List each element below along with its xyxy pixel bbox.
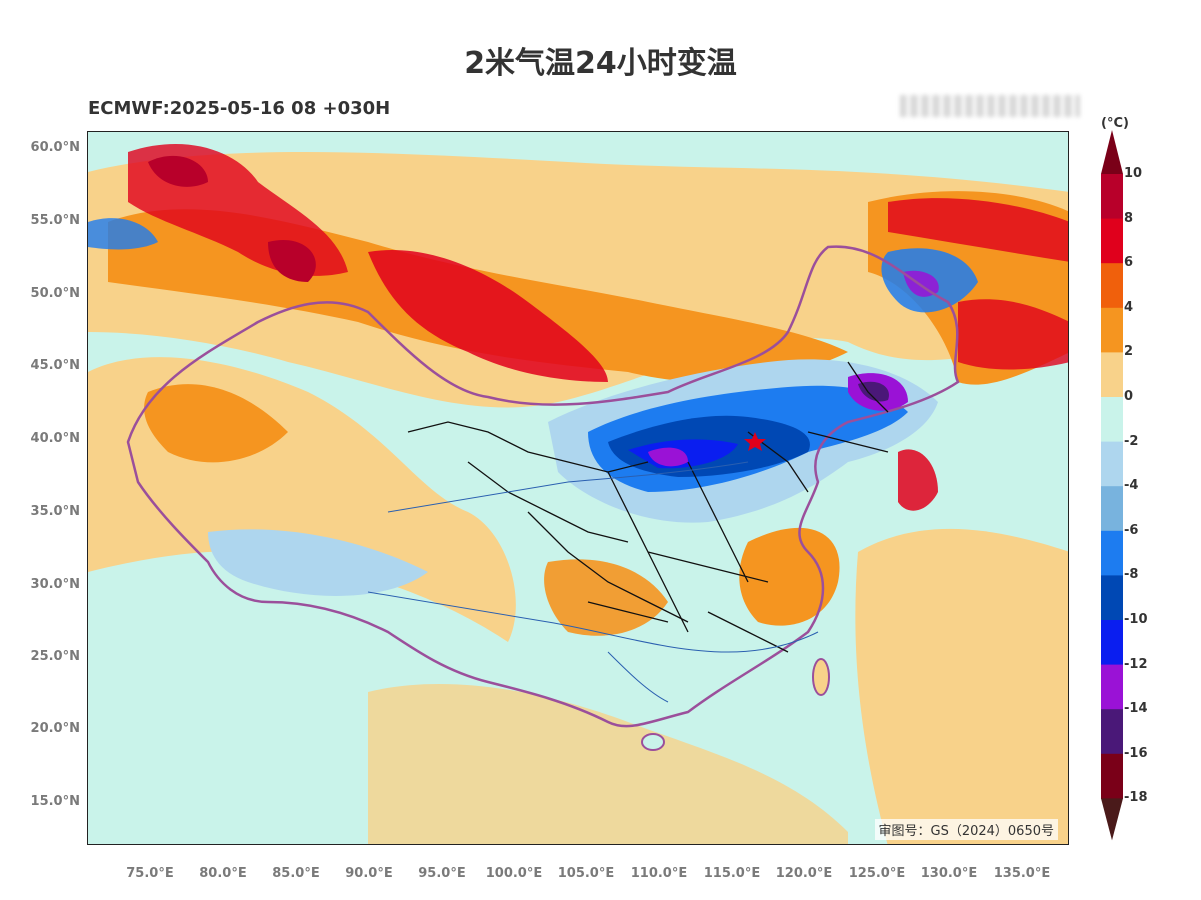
colorbar-tick-label: 6 xyxy=(1124,255,1134,271)
capital-star-icon xyxy=(744,432,766,451)
lon-label: 80.0°E xyxy=(199,866,247,881)
colorbar-unit: (°C) xyxy=(1101,116,1129,131)
field-warm-north xyxy=(88,152,1068,408)
colorbar-tick-label: 2 xyxy=(1124,344,1134,360)
colorbar-bottom-arrow xyxy=(1101,798,1123,841)
lat-label: 60.0°N xyxy=(30,140,80,155)
colorbar-tick-label: -18 xyxy=(1124,790,1148,806)
lon-label: 135.0°E xyxy=(993,866,1051,881)
field-red-yellow-sea xyxy=(898,449,938,511)
china-border xyxy=(126,245,960,728)
field-purple-core-1 xyxy=(648,447,688,467)
model-run-label: ECMWF:2025-05-16 08 +030H xyxy=(88,98,391,119)
field-orange-southeast xyxy=(739,527,840,626)
lon-label: 95.0°E xyxy=(418,866,466,881)
field-cool-west xyxy=(88,218,158,250)
blurred-label xyxy=(900,95,1080,117)
lon-label: 125.0°E xyxy=(848,866,906,881)
colorbar-segment xyxy=(1101,664,1123,710)
field-darkred-northwest xyxy=(148,155,208,187)
lat-label: 45.0°N xyxy=(30,358,80,373)
colorbar-tick-label: -4 xyxy=(1124,478,1139,494)
lon-label: 100.0°E xyxy=(485,866,543,881)
colorbar-segment xyxy=(1101,620,1123,666)
lat-label: 20.0°N xyxy=(30,721,80,736)
colorbar-tick-label: -10 xyxy=(1124,612,1148,627)
lat-label: 35.0°N xyxy=(30,504,80,519)
colorbar-tick-label: 0 xyxy=(1124,389,1134,404)
colorbar-tick-label: -6 xyxy=(1124,522,1139,538)
colorbar-segment xyxy=(1101,174,1123,220)
province-lines xyxy=(407,361,889,653)
lat-label: 25.0°N xyxy=(30,649,80,664)
lon-label: 130.0°E xyxy=(920,866,978,881)
colorbar-segment xyxy=(1101,753,1123,799)
lon-label: 90.0°E xyxy=(345,866,393,881)
temperature-change-map xyxy=(88,132,1068,844)
colorbar-tick-label: -12 xyxy=(1124,656,1148,672)
colorbar-segment xyxy=(1101,709,1123,755)
rivers xyxy=(367,461,819,703)
colorbar-segment xyxy=(1101,352,1123,398)
lon-label: 105.0°E xyxy=(557,866,615,881)
lon-label: 110.0°E xyxy=(630,866,688,881)
colorbar-segment xyxy=(1101,397,1123,443)
colorbar-segment xyxy=(1101,486,1123,532)
lon-label: 75.0°E xyxy=(126,866,174,881)
field-darkpurple-core xyxy=(858,381,889,402)
lat-label: 50.0°N xyxy=(30,286,80,301)
chart-title: 2米气温24小时变温 xyxy=(464,46,737,81)
lat-label: 55.0°N xyxy=(30,213,80,228)
colorbar xyxy=(1101,130,1123,841)
field-darkred-mongolia xyxy=(268,240,316,282)
field-red-north-central xyxy=(368,250,608,382)
colorbar-tick-label: 4 xyxy=(1124,299,1134,315)
map-approval-note: 审图号：GS（2024）0650号 xyxy=(874,819,1058,840)
colorbar-segment xyxy=(1101,263,1123,309)
colorbar-segment xyxy=(1101,441,1123,487)
colorbar-tick-label: -16 xyxy=(1124,745,1148,761)
field-cool-tibet xyxy=(208,529,428,596)
colorbar-tick-label: 8 xyxy=(1124,210,1134,226)
field-orange-west xyxy=(144,384,288,463)
colorbar-segment xyxy=(1101,307,1123,353)
field-warm-south xyxy=(368,683,848,844)
colorbar-tick-label: -8 xyxy=(1124,567,1139,583)
field-red-northeast xyxy=(888,198,1068,262)
colorbar-segment xyxy=(1101,218,1123,264)
colorbar-tick-label: -2 xyxy=(1124,433,1139,449)
colorbar-segment xyxy=(1101,575,1123,621)
colorbar-top-arrow xyxy=(1101,130,1123,174)
colorbar-segment xyxy=(1101,530,1123,576)
colorbar-tick-label: -14 xyxy=(1124,701,1148,717)
lat-label: 15.0°N xyxy=(30,794,80,809)
lon-label: 85.0°E xyxy=(272,866,320,881)
hainan-outline xyxy=(641,733,665,751)
lat-label: 40.0°N xyxy=(30,431,80,446)
field-red-east xyxy=(958,299,1068,370)
map-panel: 审图号：GS（2024）0650号 xyxy=(87,131,1069,845)
lat-label: 30.0°N xyxy=(30,577,80,592)
colorbar-tick-label: 10 xyxy=(1124,166,1143,181)
field-warm-east xyxy=(855,528,1068,844)
field-orange-central-south xyxy=(544,559,668,636)
lon-label: 120.0°E xyxy=(775,866,833,881)
taiwan-outline xyxy=(812,658,830,696)
lon-label: 115.0°E xyxy=(703,866,761,881)
